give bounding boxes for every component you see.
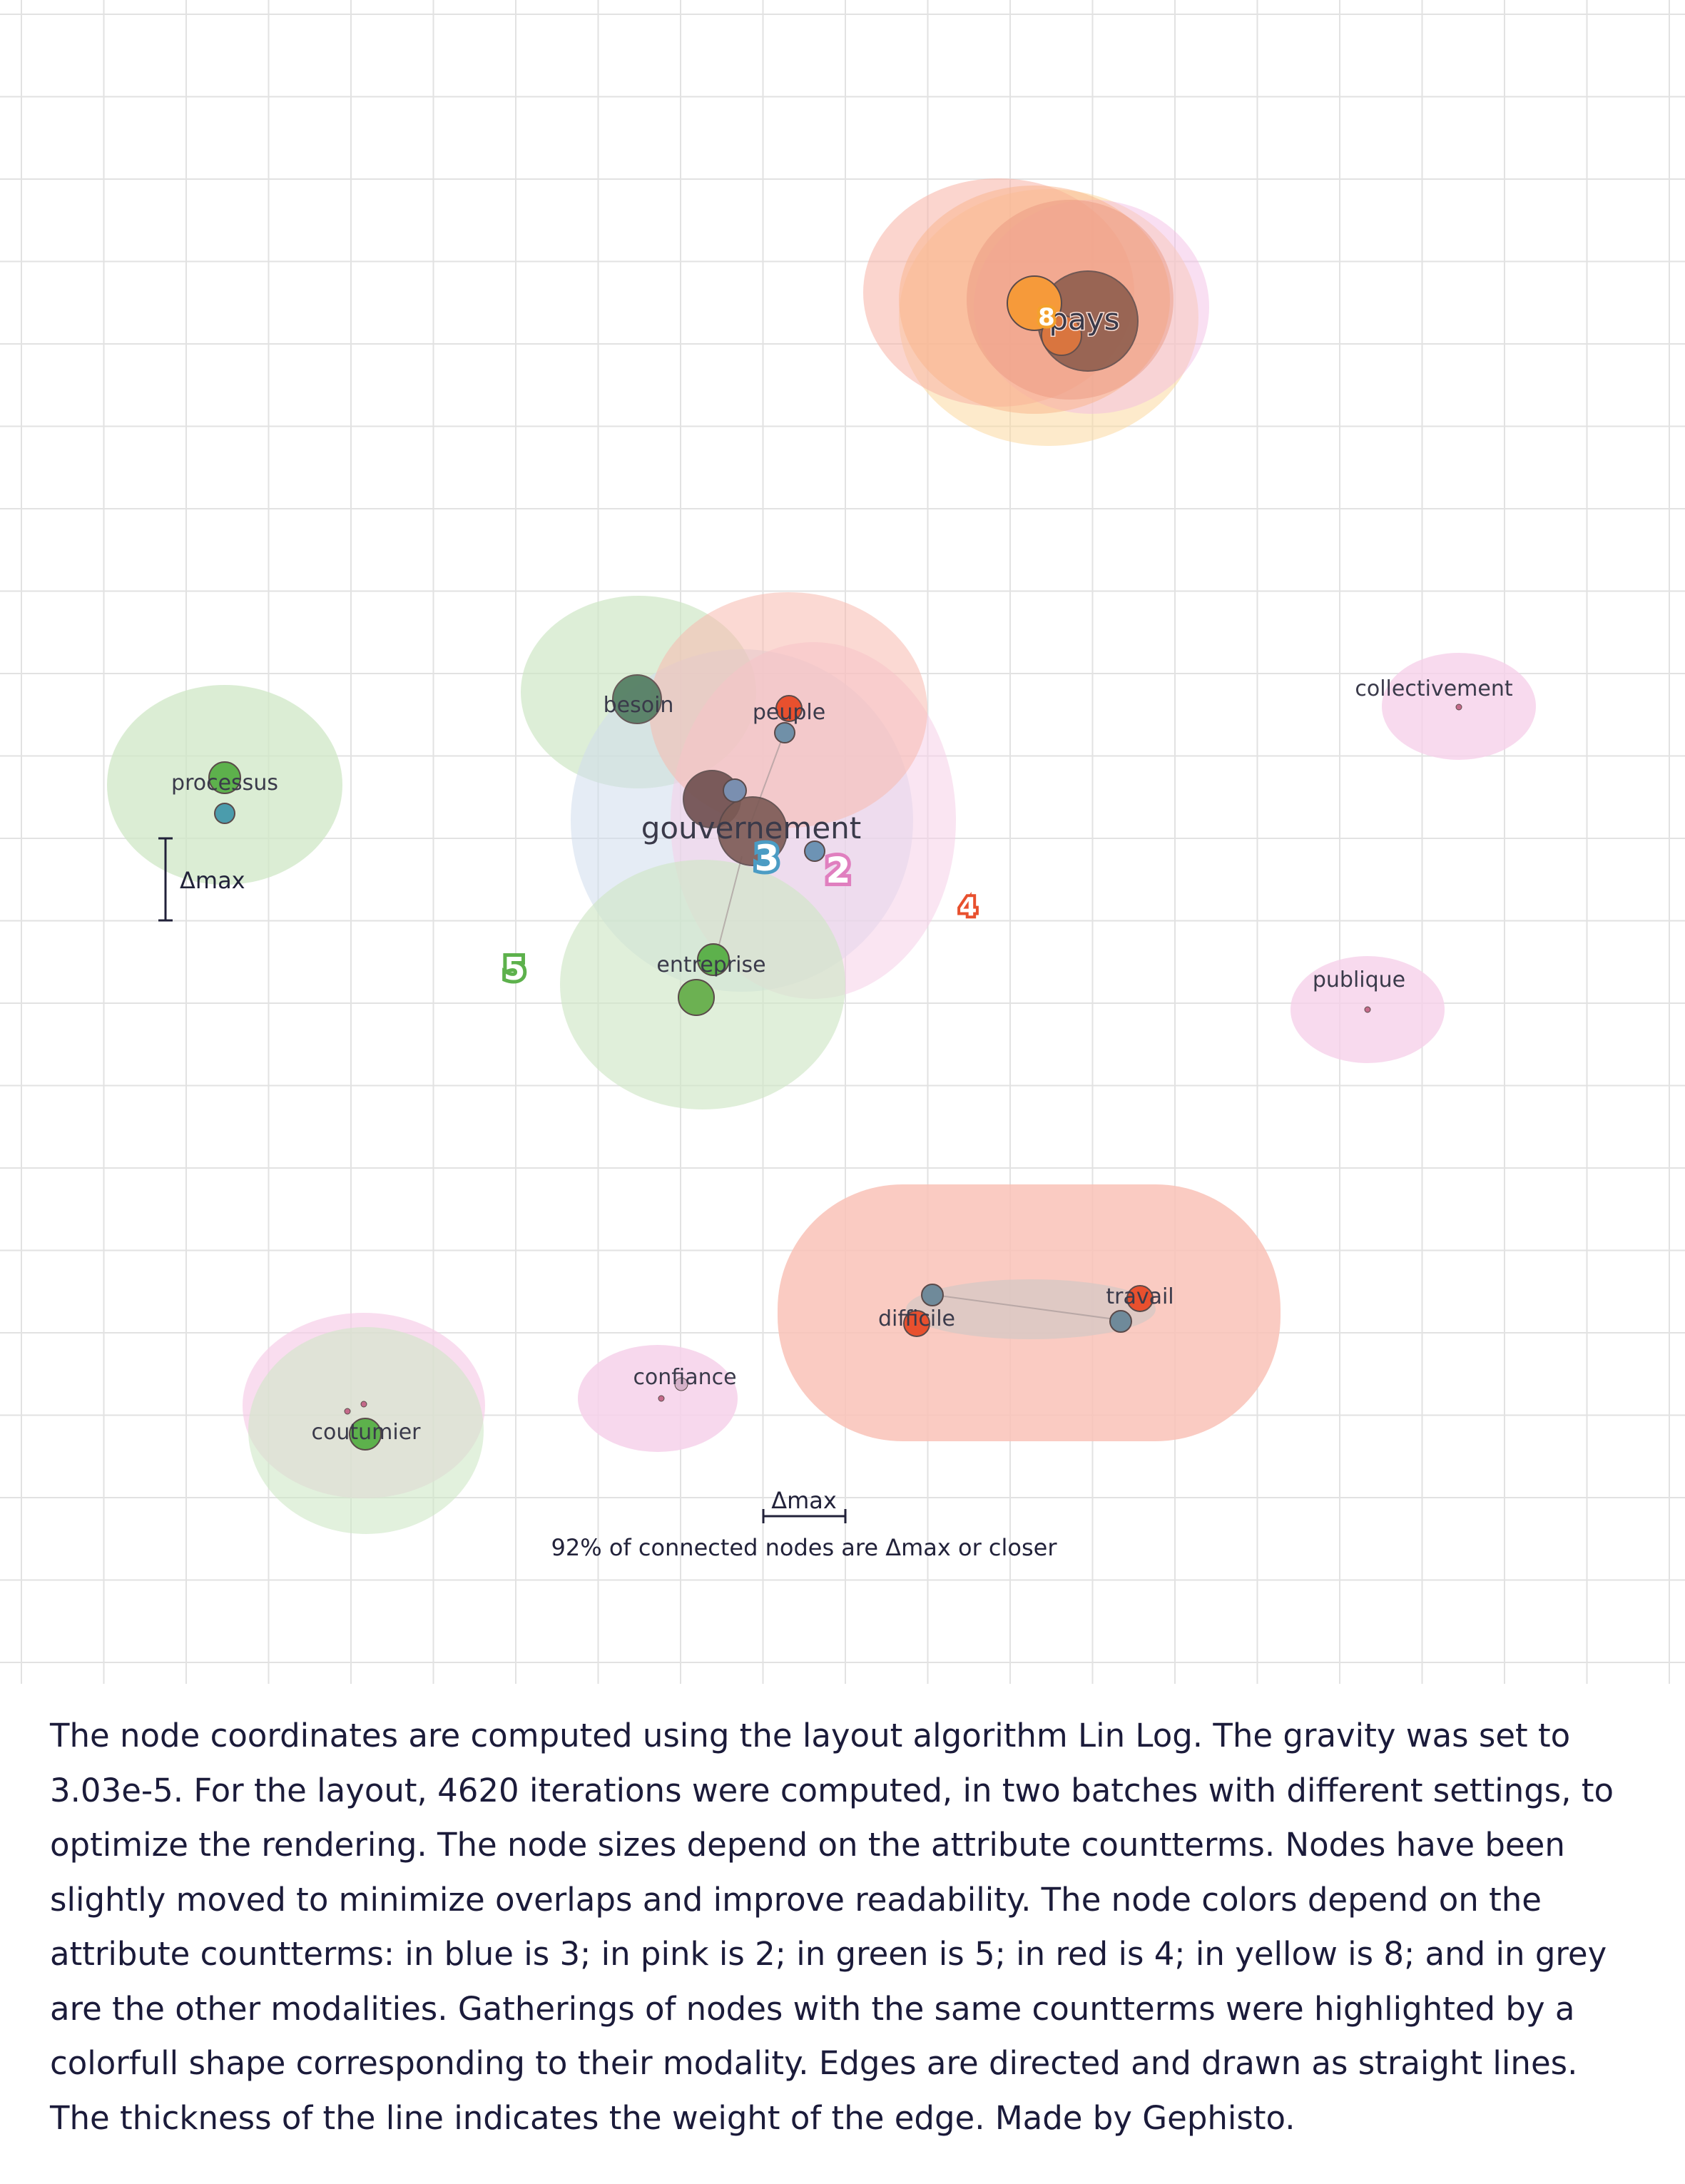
node-label-publique: publique	[1313, 967, 1405, 992]
hull-pink-confiance	[578, 1345, 738, 1452]
cluster-marker-yellow: 8	[1038, 303, 1055, 332]
cluster-marker-blue: 3	[755, 838, 780, 879]
node-label-processus: processus	[171, 771, 278, 796]
node-labels: pays gouvernement besoin peuple processu…	[171, 301, 1513, 1446]
node	[1109, 1310, 1132, 1333]
scale-note: 92% of connected nodes are Δmax or close…	[551, 1534, 1058, 1561]
node	[344, 1408, 351, 1415]
scale-horizontal-label: Δmax	[771, 1487, 837, 1514]
scale-vertical-label: Δmax	[180, 867, 245, 894]
cluster-marker-green: 5	[504, 951, 526, 987]
cluster-marker-red: 4	[959, 893, 977, 922]
hull-grey-bottom	[906, 1279, 1156, 1339]
node-label-collectivement: collectivement	[1355, 676, 1512, 701]
edge	[934, 1294, 1121, 1321]
node	[208, 761, 241, 794]
node	[678, 979, 715, 1016]
node	[804, 840, 825, 862]
scale-horizontal	[762, 1509, 847, 1523]
node-label-entreprise: entreprise	[656, 953, 765, 977]
node	[1364, 1006, 1371, 1013]
node	[774, 722, 795, 743]
node-label-coutumier: coutumier	[312, 1420, 422, 1445]
node	[718, 796, 788, 866]
scale-vertical	[158, 837, 173, 922]
node	[697, 943, 730, 976]
node	[723, 778, 747, 803]
node	[775, 695, 803, 722]
node-label-peuple: peuple	[753, 700, 825, 725]
cluster-marker-pink: 2	[826, 850, 851, 891]
nodes	[208, 270, 1462, 1451]
node	[1126, 1285, 1154, 1312]
figure-caption: The node coordinates are computed using …	[50, 1717, 1614, 2137]
node-label-pays: pays	[1049, 302, 1119, 337]
node-label-confiance: confiance	[633, 1365, 736, 1390]
node	[214, 803, 235, 824]
node	[1041, 315, 1082, 356]
node	[674, 1377, 688, 1391]
node	[360, 1401, 367, 1408]
cluster-markers: 8 3 2 4 5	[500, 300, 1058, 991]
node-label-gouvernement: gouvernement	[641, 811, 862, 845]
node	[658, 1395, 665, 1402]
network-graph: pays gouvernement besoin peuple processu…	[0, 0, 1685, 1684]
node	[1455, 704, 1462, 711]
node-label-difficile: difficile	[878, 1306, 955, 1331]
node-label-travail: travail	[1106, 1284, 1174, 1309]
node	[903, 1310, 930, 1337]
node	[612, 674, 662, 724]
node	[349, 1418, 382, 1451]
node	[1007, 275, 1062, 331]
node-label-besoin: besoin	[604, 693, 674, 718]
node	[921, 1284, 944, 1306]
